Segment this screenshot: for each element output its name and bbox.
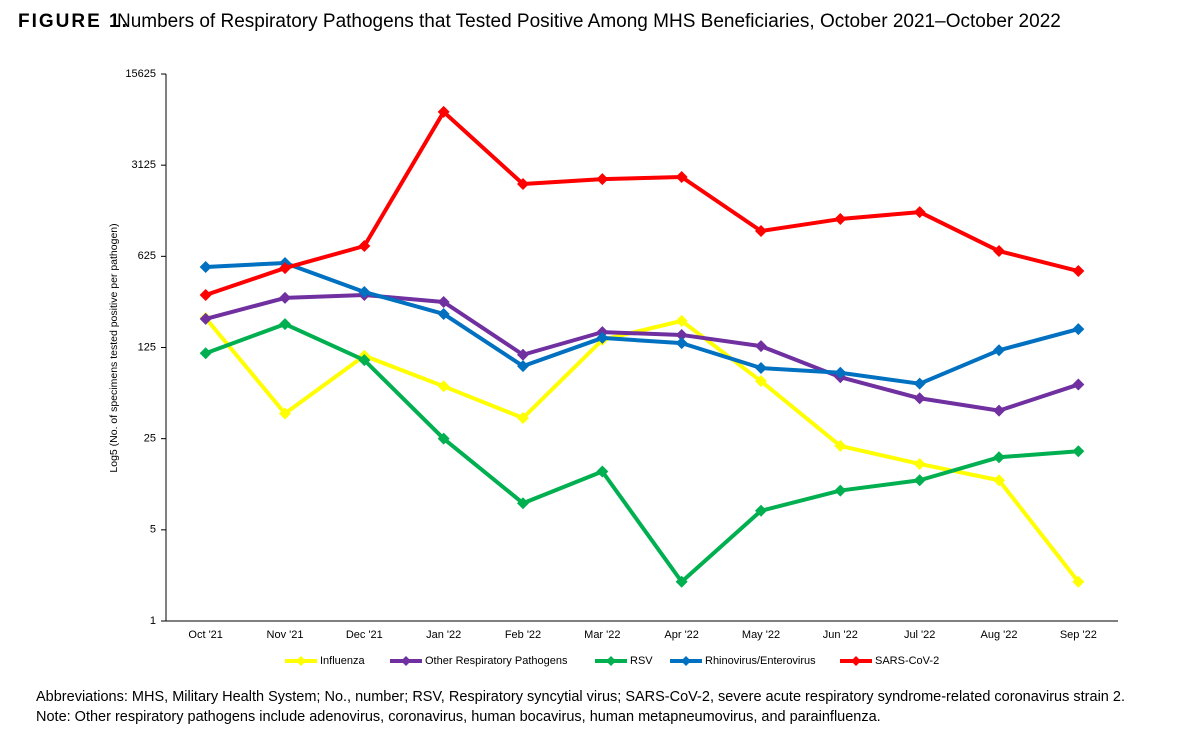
x-tick-label: Jan '22 (426, 629, 461, 641)
legend-label: Influenza (320, 655, 366, 667)
data-point (834, 439, 847, 452)
data-point (517, 178, 529, 191)
data-point (993, 245, 1005, 258)
data-point (1072, 445, 1085, 458)
legend-marker (401, 656, 411, 666)
legend-label: RSV (630, 655, 653, 667)
data-point (358, 285, 371, 298)
data-point (755, 375, 767, 388)
data-point (1072, 575, 1085, 588)
y-tick-label: 5 (150, 524, 156, 536)
data-point (834, 213, 847, 226)
data-point (913, 457, 926, 470)
legend-label: SARS-CoV-2 (875, 655, 939, 667)
y-tick-label: 15625 (125, 68, 156, 80)
data-point (834, 366, 847, 379)
x-tick-label: Aug '22 (981, 629, 1018, 641)
x-tick-label: Dec '21 (346, 629, 383, 641)
data-point (675, 337, 688, 350)
data-point (596, 173, 609, 186)
data-point (596, 331, 609, 344)
data-point (199, 312, 212, 325)
data-point (913, 206, 926, 219)
legend-marker (606, 656, 616, 666)
data-point (437, 432, 450, 445)
data-point (675, 171, 688, 184)
x-tick-label: Jun '22 (823, 629, 858, 641)
x-tick-label: Apr '22 (664, 629, 699, 641)
x-tick-label: Oct '21 (188, 629, 223, 641)
data-point (675, 575, 688, 588)
series-line (205, 260, 1079, 386)
data-point (437, 296, 450, 309)
series-line (205, 292, 1079, 413)
data-point (755, 504, 767, 517)
figure-label: FIGURE 1. (18, 11, 129, 32)
data-point (993, 451, 1005, 464)
footnote: Abbreviations: MHS, Military Health Syst… (36, 689, 1125, 705)
series-line (204, 322, 1079, 584)
data-point (913, 392, 926, 405)
data-point (834, 484, 847, 497)
legend-marker (681, 656, 691, 666)
x-tick-label: Nov '21 (267, 629, 304, 641)
y-tick-label: 3125 (132, 159, 156, 171)
legend-marker (296, 656, 306, 666)
data-point (279, 318, 291, 331)
y-axis-label: Log5 (No. of specimens tested positive p… (108, 223, 120, 472)
data-point (993, 404, 1005, 417)
data-point (279, 407, 291, 420)
data-point (755, 340, 767, 353)
x-tick-label: May '22 (742, 629, 780, 641)
data-point (437, 380, 450, 393)
data-point (517, 412, 529, 425)
data-point (199, 260, 212, 273)
data-point (596, 465, 609, 478)
data-point (437, 307, 450, 320)
data-point (199, 288, 212, 301)
data-point (1072, 265, 1085, 278)
data-point (675, 314, 688, 327)
data-point (517, 348, 529, 361)
data-point (517, 497, 529, 510)
data-point (993, 344, 1005, 357)
data-point (437, 105, 450, 118)
data-point (1072, 323, 1085, 336)
series-line (205, 109, 1079, 297)
data-point (755, 362, 767, 375)
chart-title: Numbers of Respiratory Pathogens that Te… (117, 11, 1061, 32)
y-tick-label: 625 (138, 250, 156, 262)
x-tick-label: Mar '22 (584, 629, 620, 641)
data-point (675, 328, 688, 341)
y-tick-label: 125 (138, 341, 156, 353)
data-point (517, 360, 529, 373)
y-tick-label: 1 (150, 615, 156, 627)
data-point (199, 347, 212, 360)
data-point (993, 474, 1005, 487)
footnote: Note: Other respiratory pathogens includ… (36, 709, 881, 725)
data-point (1072, 378, 1085, 391)
data-point (913, 377, 926, 390)
x-tick-label: Jul '22 (904, 629, 935, 641)
x-tick-label: Sep '22 (1060, 629, 1097, 641)
data-point (279, 262, 291, 275)
data-point (913, 474, 926, 487)
legend-label: Other Respiratory Pathogens (425, 655, 568, 667)
data-point (358, 240, 371, 253)
data-point (279, 291, 291, 304)
legend-label: Rhinovirus/Enterovirus (705, 655, 816, 667)
data-point (755, 225, 767, 238)
x-tick-label: Feb '22 (505, 629, 541, 641)
data-point (358, 354, 371, 367)
legend-marker (851, 656, 861, 666)
y-tick-label: 25 (144, 433, 156, 445)
series-line (204, 316, 1080, 583)
